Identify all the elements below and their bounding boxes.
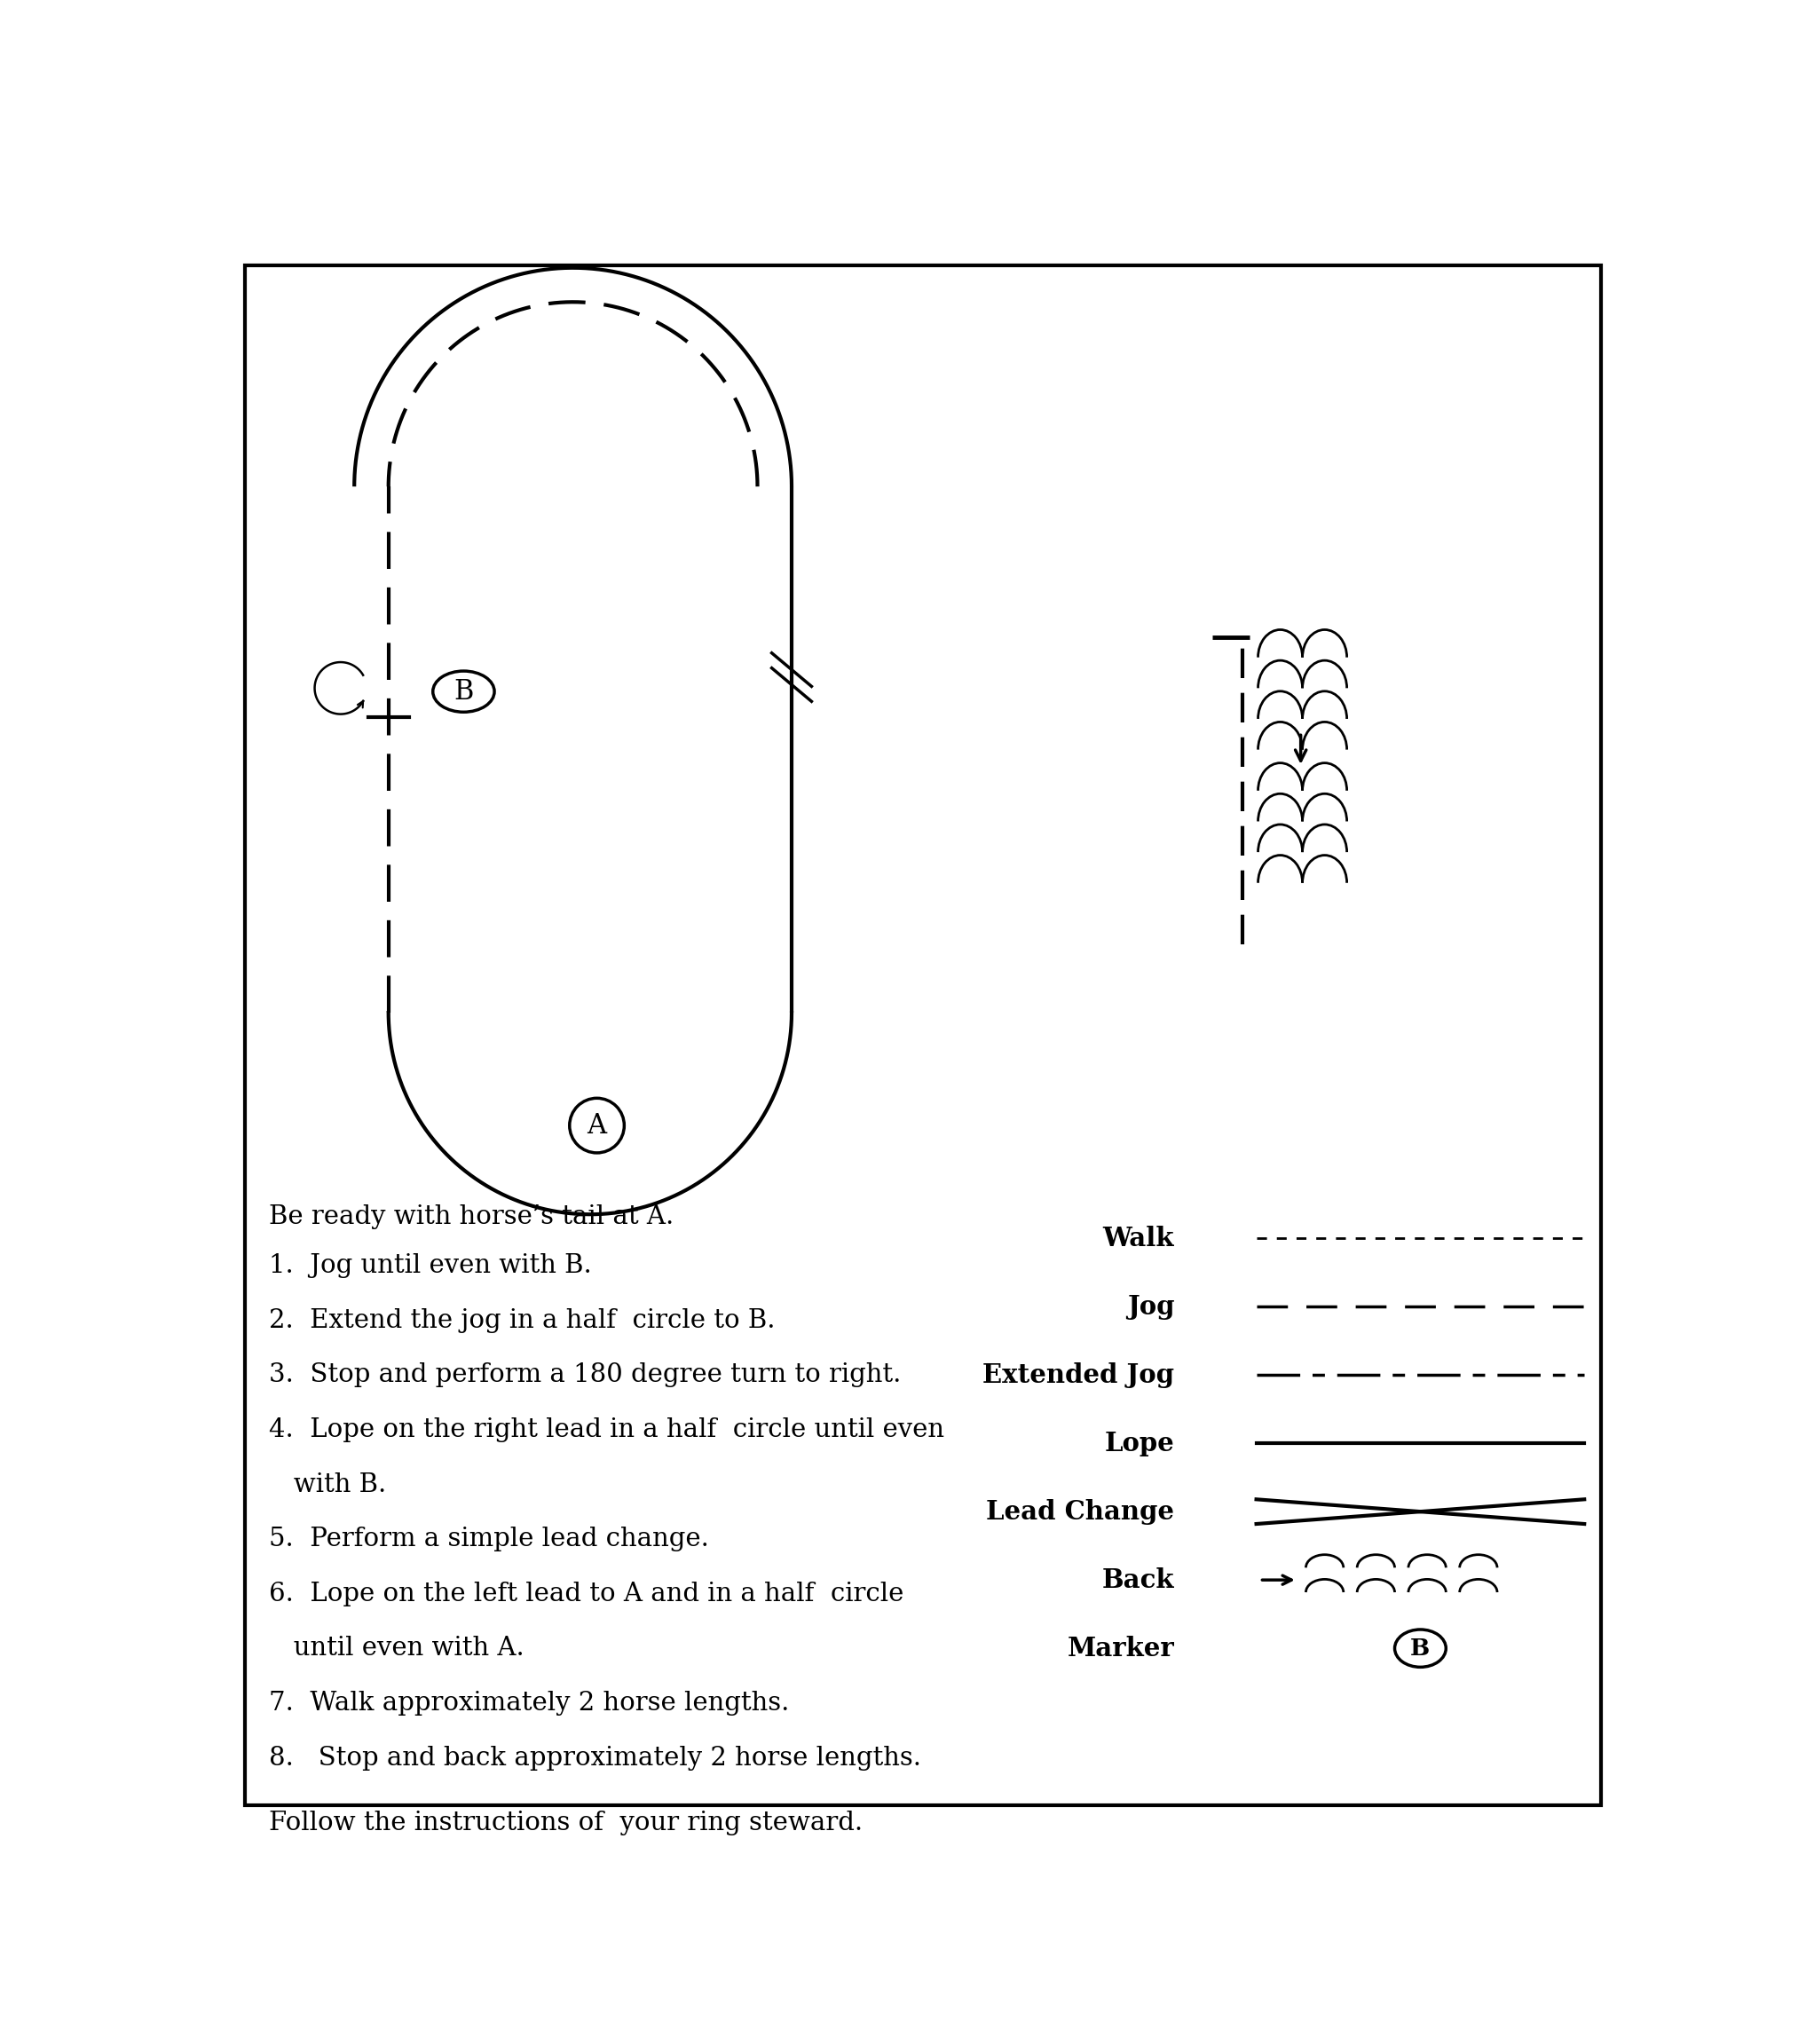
Text: Walk: Walk — [1103, 1226, 1174, 1251]
Text: Be ready with horse’s tail at A.: Be ready with horse’s tail at A. — [268, 1204, 673, 1228]
Text: Jog: Jog — [1126, 1294, 1174, 1320]
Text: 1.  Jog until even with B.: 1. Jog until even with B. — [268, 1253, 591, 1278]
Text: 5.  Perform a simple lead change.: 5. Perform a simple lead change. — [268, 1527, 709, 1551]
Text: until even with A.: until even with A. — [268, 1635, 524, 1662]
Text: Lope: Lope — [1105, 1431, 1174, 1455]
Text: 7.  Walk approximately 2 horse lengths.: 7. Walk approximately 2 horse lengths. — [268, 1690, 789, 1715]
Text: Back: Back — [1101, 1568, 1174, 1592]
Text: 3.  Stop and perform a 180 degree turn to right.: 3. Stop and perform a 180 degree turn to… — [268, 1363, 902, 1388]
Text: 4.  Lope on the right lead in a half  circle until even: 4. Lope on the right lead in a half circ… — [268, 1416, 945, 1443]
Circle shape — [570, 1098, 624, 1153]
Ellipse shape — [434, 670, 495, 711]
Text: with B.: with B. — [268, 1472, 386, 1496]
Text: Follow the instructions of  your ring steward.: Follow the instructions of your ring ste… — [268, 1811, 863, 1836]
Text: 8.   Stop and back approximately 2 horse lengths.: 8. Stop and back approximately 2 horse l… — [268, 1746, 922, 1770]
Text: A: A — [588, 1112, 606, 1139]
Text: 2.  Extend the jog in a half  circle to B.: 2. Extend the jog in a half circle to B. — [268, 1308, 775, 1333]
Text: B: B — [454, 679, 473, 705]
Text: B: B — [1411, 1637, 1429, 1660]
Text: Extended Jog: Extended Jog — [983, 1361, 1174, 1388]
Ellipse shape — [1395, 1629, 1446, 1668]
Text: Lead Change: Lead Change — [987, 1498, 1174, 1525]
Text: Marker: Marker — [1067, 1635, 1174, 1662]
Text: 6.  Lope on the left lead to A and in a half  circle: 6. Lope on the left lead to A and in a h… — [268, 1582, 903, 1607]
